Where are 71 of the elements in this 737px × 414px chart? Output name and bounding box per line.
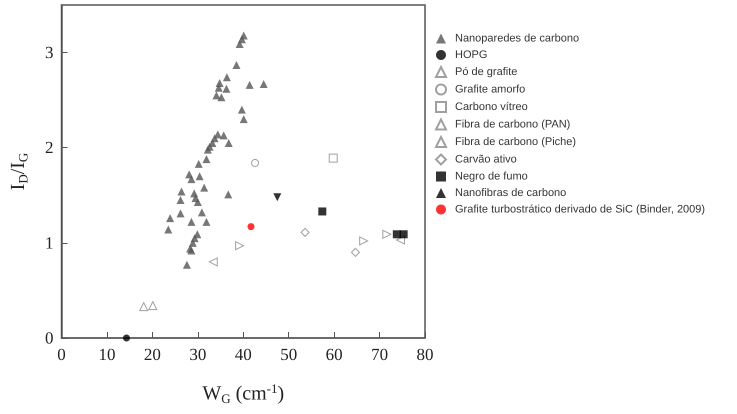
point — [194, 160, 203, 168]
legend-label: Carbono vítreo — [455, 101, 528, 113]
point — [182, 260, 191, 269]
legend-label: Fibra de carbono (PAN) — [455, 118, 570, 130]
point — [196, 172, 204, 180]
point — [212, 91, 220, 100]
point — [176, 196, 185, 204]
point — [148, 301, 158, 310]
x-tick-label: 80 — [416, 345, 434, 364]
point — [202, 218, 210, 226]
point — [198, 208, 206, 216]
legend-label: Fibra de carbono (Piche) — [455, 136, 576, 148]
point — [236, 40, 244, 48]
point — [224, 138, 233, 147]
point — [222, 73, 231, 82]
point — [350, 248, 360, 257]
x-tick-label: 30 — [189, 345, 206, 364]
point — [246, 80, 254, 89]
point — [188, 238, 197, 247]
point — [220, 131, 228, 140]
point — [122, 334, 130, 342]
point — [235, 241, 244, 250]
point — [208, 257, 218, 266]
point — [222, 84, 230, 93]
point — [238, 106, 246, 114]
point — [166, 214, 174, 222]
point — [359, 236, 368, 246]
x-tick-label: 0 — [57, 345, 66, 364]
point — [217, 93, 226, 102]
point — [204, 146, 212, 154]
legend-label: Negro de fumo — [455, 170, 528, 182]
point — [400, 230, 408, 238]
point — [232, 60, 240, 69]
x-tick-label: 20 — [144, 345, 161, 364]
point — [224, 190, 232, 198]
point — [260, 80, 268, 88]
y-tick-label: 0 — [45, 328, 54, 348]
point — [251, 158, 260, 167]
point — [176, 209, 185, 218]
point — [328, 154, 338, 163]
legend-label: Nanofibras de carbono — [455, 187, 566, 199]
point — [202, 155, 210, 164]
x-tick-label: 50 — [280, 345, 298, 364]
x-tick-label: 40 — [234, 345, 252, 364]
point — [247, 223, 254, 230]
legend-label: Nanoparedes de carbono — [455, 32, 580, 44]
y-tick-label: 2 — [45, 138, 54, 158]
point — [164, 226, 172, 234]
y-tick-label: 3 — [45, 43, 54, 62]
legend-label: Carvão ativo — [455, 154, 517, 166]
point — [273, 193, 282, 202]
x-tick-label: 10 — [98, 345, 116, 364]
point — [300, 228, 310, 237]
point — [187, 218, 196, 226]
point — [177, 187, 186, 196]
point — [214, 84, 223, 92]
y-axis-title: ID/IG — [7, 152, 30, 190]
x-tick-label: 60 — [326, 345, 343, 364]
point — [187, 175, 196, 184]
x-tick-label: 70 — [371, 345, 388, 364]
legend-label: Grafite amorfo — [455, 84, 526, 96]
point — [240, 115, 248, 124]
point — [194, 198, 202, 206]
point — [318, 207, 326, 216]
y-tick-label: 1 — [45, 233, 54, 252]
point — [382, 230, 392, 239]
legend-label: HOPG — [455, 49, 488, 61]
point — [200, 184, 208, 192]
legend-label: Grafite turbostrático derivado de SiC (Binder, 2009) — [455, 204, 706, 216]
point — [139, 302, 148, 312]
legend-label: Pó de grafite — [455, 66, 518, 78]
